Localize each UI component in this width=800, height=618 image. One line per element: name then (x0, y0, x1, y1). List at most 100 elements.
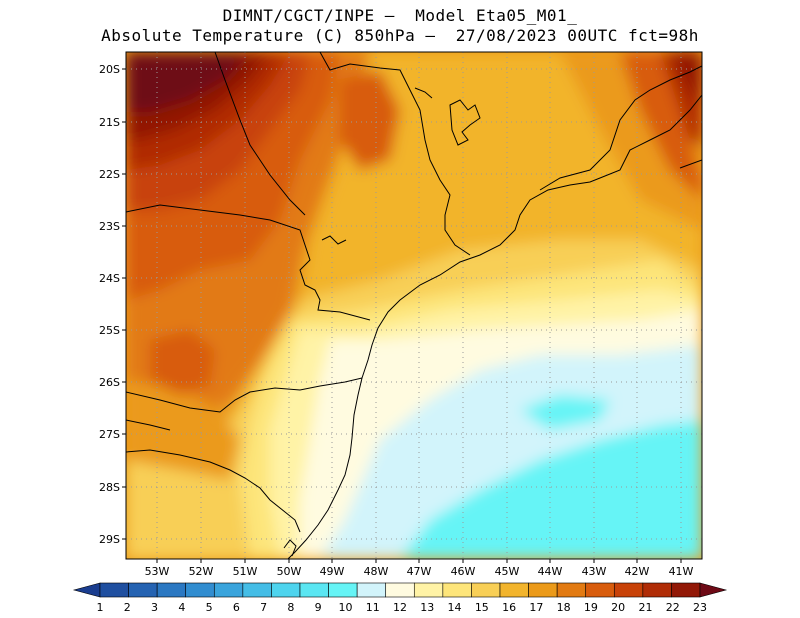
lat-label: 22S (99, 168, 120, 181)
colorbar-label: 1 (97, 601, 104, 614)
colorbar-label: 19 (584, 601, 598, 614)
lon-label: 44W (538, 565, 563, 578)
lat-lon-grid (126, 52, 702, 559)
colorbar-swatch (385, 582, 415, 598)
lat-label: 21S (99, 116, 120, 129)
colorbar-swatch (613, 582, 644, 598)
map-frame (125, 51, 703, 560)
colorbar-swatch (156, 582, 187, 598)
colorbar-label: 16 (502, 601, 516, 614)
lon-ticks (156, 559, 682, 563)
band-10-islet (520, 395, 610, 430)
colorbar-swatch (299, 582, 329, 598)
colorbar-swatch (471, 582, 501, 598)
coastline-and-borders (126, 52, 702, 559)
longitude-axis: 53W 52W 51W 50W 49W 48W 47W 46W 45W 44W … (145, 565, 694, 578)
colorbar-label: 11 (366, 601, 380, 614)
lon-label: 48W (364, 565, 389, 578)
border-ne (679, 159, 702, 169)
lat-ticks (122, 68, 126, 540)
colorbar-swatch (128, 582, 158, 598)
lat-label: 23S (99, 220, 120, 233)
colorbar: 1 2 3 4 5 6 7 8 9 10 11 12 13 14 15 16 17 18 19 20 21 22 23 (72, 582, 728, 614)
border-ms-sp (214, 52, 306, 216)
lon-label: 49W (320, 565, 345, 578)
band-10 (400, 420, 702, 559)
colorbar-swatch (99, 582, 129, 598)
coastline (287, 94, 702, 559)
lat-label: 25S (99, 324, 120, 337)
temperature-field (126, 52, 702, 559)
colorbar-swatch (642, 582, 672, 598)
band-17-sw (126, 380, 240, 480)
lat-label: 28S (99, 481, 120, 494)
colorbar-label: 14 (448, 601, 462, 614)
colorbar-label: 5 (206, 601, 213, 614)
water-bodies (283, 87, 481, 557)
colorbar-label: 21 (638, 601, 652, 614)
band-19-blob-a (150, 330, 215, 395)
colorbar-label: 3 (151, 601, 158, 614)
lat-label: 24S (99, 272, 120, 285)
lon-label: 41W (669, 565, 694, 578)
colorbar-label: 22 (666, 601, 680, 614)
colorbar-swatch (185, 582, 215, 598)
colorbar-label: 4 (178, 601, 185, 614)
colorbar-arrow-low (72, 582, 101, 598)
lake-reservoir (321, 235, 347, 245)
colorbar-label: 10 (338, 601, 352, 614)
border-sp-pr (126, 204, 371, 321)
lat-label: 27S (99, 428, 120, 441)
lagoa-dos-patos (283, 539, 297, 557)
lon-label: 46W (451, 565, 476, 578)
colorbar-label: 13 (420, 601, 434, 614)
colorbar-swatch (356, 582, 387, 598)
colorbar-label: 15 (475, 601, 489, 614)
latitude-axis: 20S 21S 22S 23S 24S 25S 26S 27S 28S 29S (99, 63, 120, 546)
colorbar-swatch (271, 582, 301, 598)
map-title-line-1: DIMNT/CGCT/INPE – Model Eta05_M01_ (222, 6, 578, 25)
colorbar-swatch (442, 582, 472, 598)
colorbar-swatch (242, 582, 272, 598)
map-title-line-2: Absolute Temperature (C) 850hPa – 27/08/… (101, 26, 699, 45)
colorbar-label: 6 (233, 601, 240, 614)
colorbar-swatch (213, 582, 244, 598)
colorbar-label: 12 (393, 601, 407, 614)
colorbar-label: 18 (557, 601, 571, 614)
colorbar-label: 7 (260, 601, 267, 614)
colorbar-swatch (671, 582, 701, 598)
colorbar-arrow-high (699, 582, 728, 598)
colorbar-swatch (413, 582, 444, 598)
lon-label: 42W (625, 565, 650, 578)
lon-label: 53W (145, 565, 170, 578)
colorbar-swatch (556, 582, 587, 598)
colorbar-label: 17 (529, 601, 543, 614)
colorbar-swatch (528, 582, 558, 598)
lake-north (414, 87, 433, 99)
colorbar-label: 9 (315, 601, 322, 614)
lon-label: 52W (189, 565, 214, 578)
colorbar-swatch (585, 582, 615, 598)
border-mg-sp (319, 52, 471, 256)
colorbar-swatch (499, 582, 529, 598)
border-argentina (126, 419, 171, 431)
lat-label: 26S (99, 376, 120, 389)
lon-label: 51W (233, 565, 258, 578)
lon-label: 45W (495, 565, 520, 578)
lon-label: 43W (582, 565, 607, 578)
colorbar-label: 2 (124, 601, 131, 614)
band-22-ne (670, 52, 702, 110)
border-sc-rs (126, 449, 301, 533)
lon-label: 47W (407, 565, 432, 578)
colorbar-label: 20 (611, 601, 625, 614)
border-mg-es-rj (539, 65, 702, 191)
lat-label: 20S (99, 63, 120, 76)
border-pr-sc (126, 377, 363, 413)
colorbar-label: 8 (287, 601, 294, 614)
colorbar-swatch (328, 582, 358, 598)
lake-furnas (449, 99, 481, 146)
colorbar-label: 23 (693, 601, 707, 614)
lon-label: 50W (277, 565, 302, 578)
band-19-blob-b (340, 70, 400, 170)
